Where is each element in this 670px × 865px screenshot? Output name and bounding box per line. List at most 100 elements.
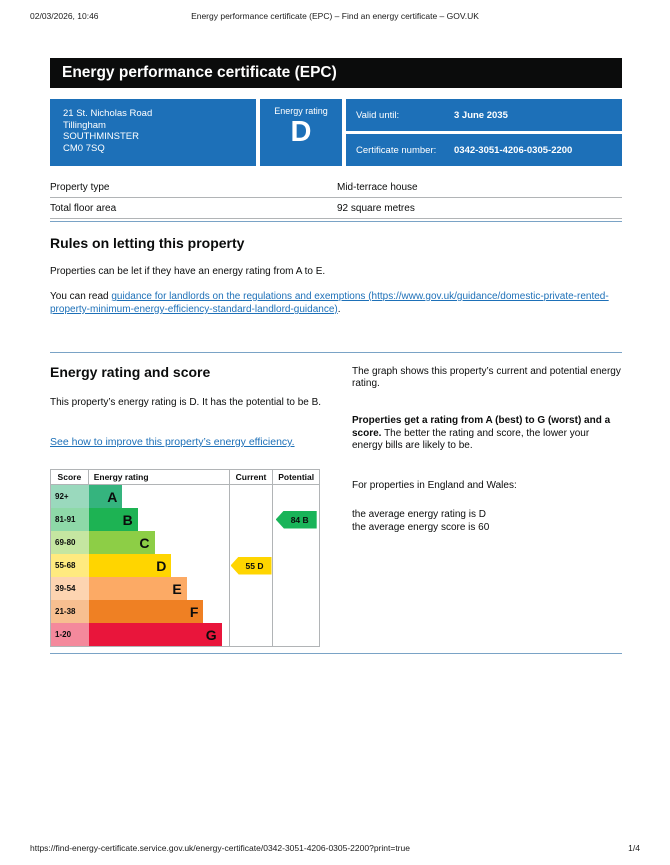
band-bar-c: C xyxy=(88,531,155,554)
averages-intro: For properties in England and Wales: xyxy=(352,479,517,491)
property-type-value: Mid-terrace house xyxy=(337,182,418,193)
energy-rating-label: Energy rating xyxy=(274,106,328,116)
address-line-4: CM0 7SQ xyxy=(63,142,105,154)
potential-cell xyxy=(273,577,319,600)
chart-col-score: Score xyxy=(51,470,89,484)
average-score-line: the average energy score is 60 xyxy=(352,522,490,533)
potential-rating-arrow: 84 B xyxy=(275,510,317,529)
band-bar-b: B xyxy=(88,508,138,531)
epc-chart-body: 92+ A 81-91 B 84 B 69-80 C 55-68 D 55 D 39-54 E 21-3… xyxy=(51,485,319,646)
band-bar-d: D xyxy=(88,554,172,577)
address-line-2: Tillingham xyxy=(63,119,106,131)
rating-explanation: Properties get a rating from A (best) to… xyxy=(352,415,622,453)
band-bar-f: F xyxy=(88,600,204,623)
potential-cell xyxy=(273,554,319,577)
band-score-range: 39-54 xyxy=(51,577,89,600)
improve-efficiency-link[interactable]: See how to improve this property’s energ… xyxy=(50,436,295,448)
rating-right-column: The graph shows this property’s current … xyxy=(352,364,622,647)
rating-explanation-bold: Properties get a rating from A (best) to… xyxy=(352,415,611,439)
potential-cell xyxy=(273,531,319,554)
certificate-number-panel: Certificate number: 0342-3051-4206-0305-… xyxy=(346,134,622,166)
current-cell xyxy=(230,531,274,554)
epc-band-row-d: 55-68 D 55 D xyxy=(51,554,319,577)
epc-chart-header: Score Energy rating Current Potential xyxy=(51,470,319,485)
band-bar-cell: G xyxy=(88,623,230,646)
address-line-3: SOUTHMINSTER xyxy=(63,131,139,142)
potential-cell xyxy=(273,485,319,508)
epc-band-row-b: 81-91 B 84 B xyxy=(51,508,319,531)
band-bar-cell: D xyxy=(88,554,230,577)
band-score-range: 21-38 xyxy=(51,600,89,623)
band-bar-a: A xyxy=(88,485,123,508)
epc-band-row-f: 21-38 F xyxy=(51,600,319,623)
band-score-range: 92+ xyxy=(51,485,89,508)
chart-col-current: Current xyxy=(230,470,274,484)
property-type-label: Property type xyxy=(50,182,110,193)
section-divider xyxy=(50,653,622,654)
certificate-summary: 21 St. Nicholas Road Tillingham SOUTHMIN… xyxy=(50,99,622,166)
letting-guidance-paragraph: You can read guidance for landlords on t… xyxy=(50,290,622,316)
print-datetime: 02/03/2026, 10:46 xyxy=(30,11,99,21)
certificate-banner: Energy performance certificate (EPC) xyxy=(50,58,622,88)
print-url: https://find-energy-certificate.service.… xyxy=(30,843,410,853)
band-bar-cell: A xyxy=(88,485,230,508)
floor-area-value: 92 square metres xyxy=(337,203,415,214)
potential-cell xyxy=(273,600,319,623)
table-row: Total floor area 92 square metres xyxy=(50,198,622,219)
certificate-number-value: 0342-3051-4206-0305-2200 xyxy=(454,144,573,156)
band-score-range: 81-91 xyxy=(51,508,89,531)
floor-area-label: Total floor area xyxy=(50,203,117,214)
energy-rating-panel: Energy rating D xyxy=(260,99,342,166)
band-bar-cell: B xyxy=(88,508,230,531)
energy-rating-value: D xyxy=(290,116,312,148)
band-bar-cell: C xyxy=(88,531,230,554)
potential-cell: 84 B xyxy=(273,508,319,531)
guidance-text-prefix: You can read xyxy=(50,291,112,302)
property-details-table: Property type Mid-terrace house Total fl… xyxy=(50,177,622,219)
band-score-range: 69-80 xyxy=(51,531,89,554)
letting-rules-section: Rules on letting this property Propertie… xyxy=(50,235,622,316)
certificate-page: Energy performance certificate (EPC) 21 … xyxy=(50,58,622,654)
validity-panel-group: Valid until: 3 June 2035 Certificate num… xyxy=(346,99,622,166)
banner-title: Energy performance certificate (EPC) xyxy=(62,64,337,81)
section-divider xyxy=(50,221,622,222)
print-page-title: Energy performance certificate (EPC) – F… xyxy=(191,11,479,21)
section-divider xyxy=(50,352,622,353)
chart-col-potential: Potential xyxy=(278,472,315,482)
band-bar-cell: E xyxy=(88,577,230,600)
valid-until-panel: Valid until: 3 June 2035 xyxy=(346,99,622,131)
address-line-1: 21 St. Nicholas Road xyxy=(63,108,153,119)
energy-rating-heading: Energy rating and score xyxy=(50,364,211,380)
average-rating-line: the average energy rating is D xyxy=(352,509,486,520)
current-cell xyxy=(230,485,274,508)
epc-rating-chart: Score Energy rating Current Potential 92… xyxy=(50,469,320,647)
band-bar-cell: F xyxy=(88,600,230,623)
rating-left-column: Energy rating and score This property’s … xyxy=(50,364,322,647)
chart-col-energy-rating: Energy rating xyxy=(89,470,230,484)
epc-band-row-g: 1-20 G xyxy=(51,623,319,646)
band-score-range: 1-20 xyxy=(51,623,89,646)
print-page-indicator: 1/4 xyxy=(628,843,640,853)
graph-caption: The graph shows this property’s current … xyxy=(352,366,621,389)
epc-band-row-a: 92+ A xyxy=(51,485,319,508)
rating-intro-text: This property’s energy rating is D. It h… xyxy=(50,397,322,408)
current-cell xyxy=(230,577,274,600)
current-cell xyxy=(230,600,274,623)
valid-until-value: 3 June 2035 xyxy=(454,109,508,121)
current-cell xyxy=(230,623,274,646)
letting-rules-heading: Rules on letting this property xyxy=(50,235,245,251)
certificate-number-label: Certificate number: xyxy=(356,144,437,156)
band-bar-g: G xyxy=(88,623,222,646)
letting-rules-paragraph: Properties can be let if they have an en… xyxy=(50,266,326,277)
rating-explanation-rest: The better the rating and score, the low… xyxy=(352,427,590,452)
energy-rating-section: Energy rating and score This property’s … xyxy=(50,364,622,647)
current-cell: 55 D xyxy=(230,554,274,577)
guidance-text-suffix: . xyxy=(337,304,341,315)
band-score-range: 55-68 xyxy=(51,554,89,577)
landlord-guidance-link[interactable]: guidance for landlords on the regulation… xyxy=(50,291,609,315)
browser-print-header: 02/03/2026, 10:46 Energy performance cer… xyxy=(0,11,670,21)
potential-cell xyxy=(273,623,319,646)
epc-band-row-e: 39-54 E xyxy=(51,577,319,600)
table-row: Property type Mid-terrace house xyxy=(50,177,622,198)
valid-until-label: Valid until: xyxy=(356,109,400,121)
